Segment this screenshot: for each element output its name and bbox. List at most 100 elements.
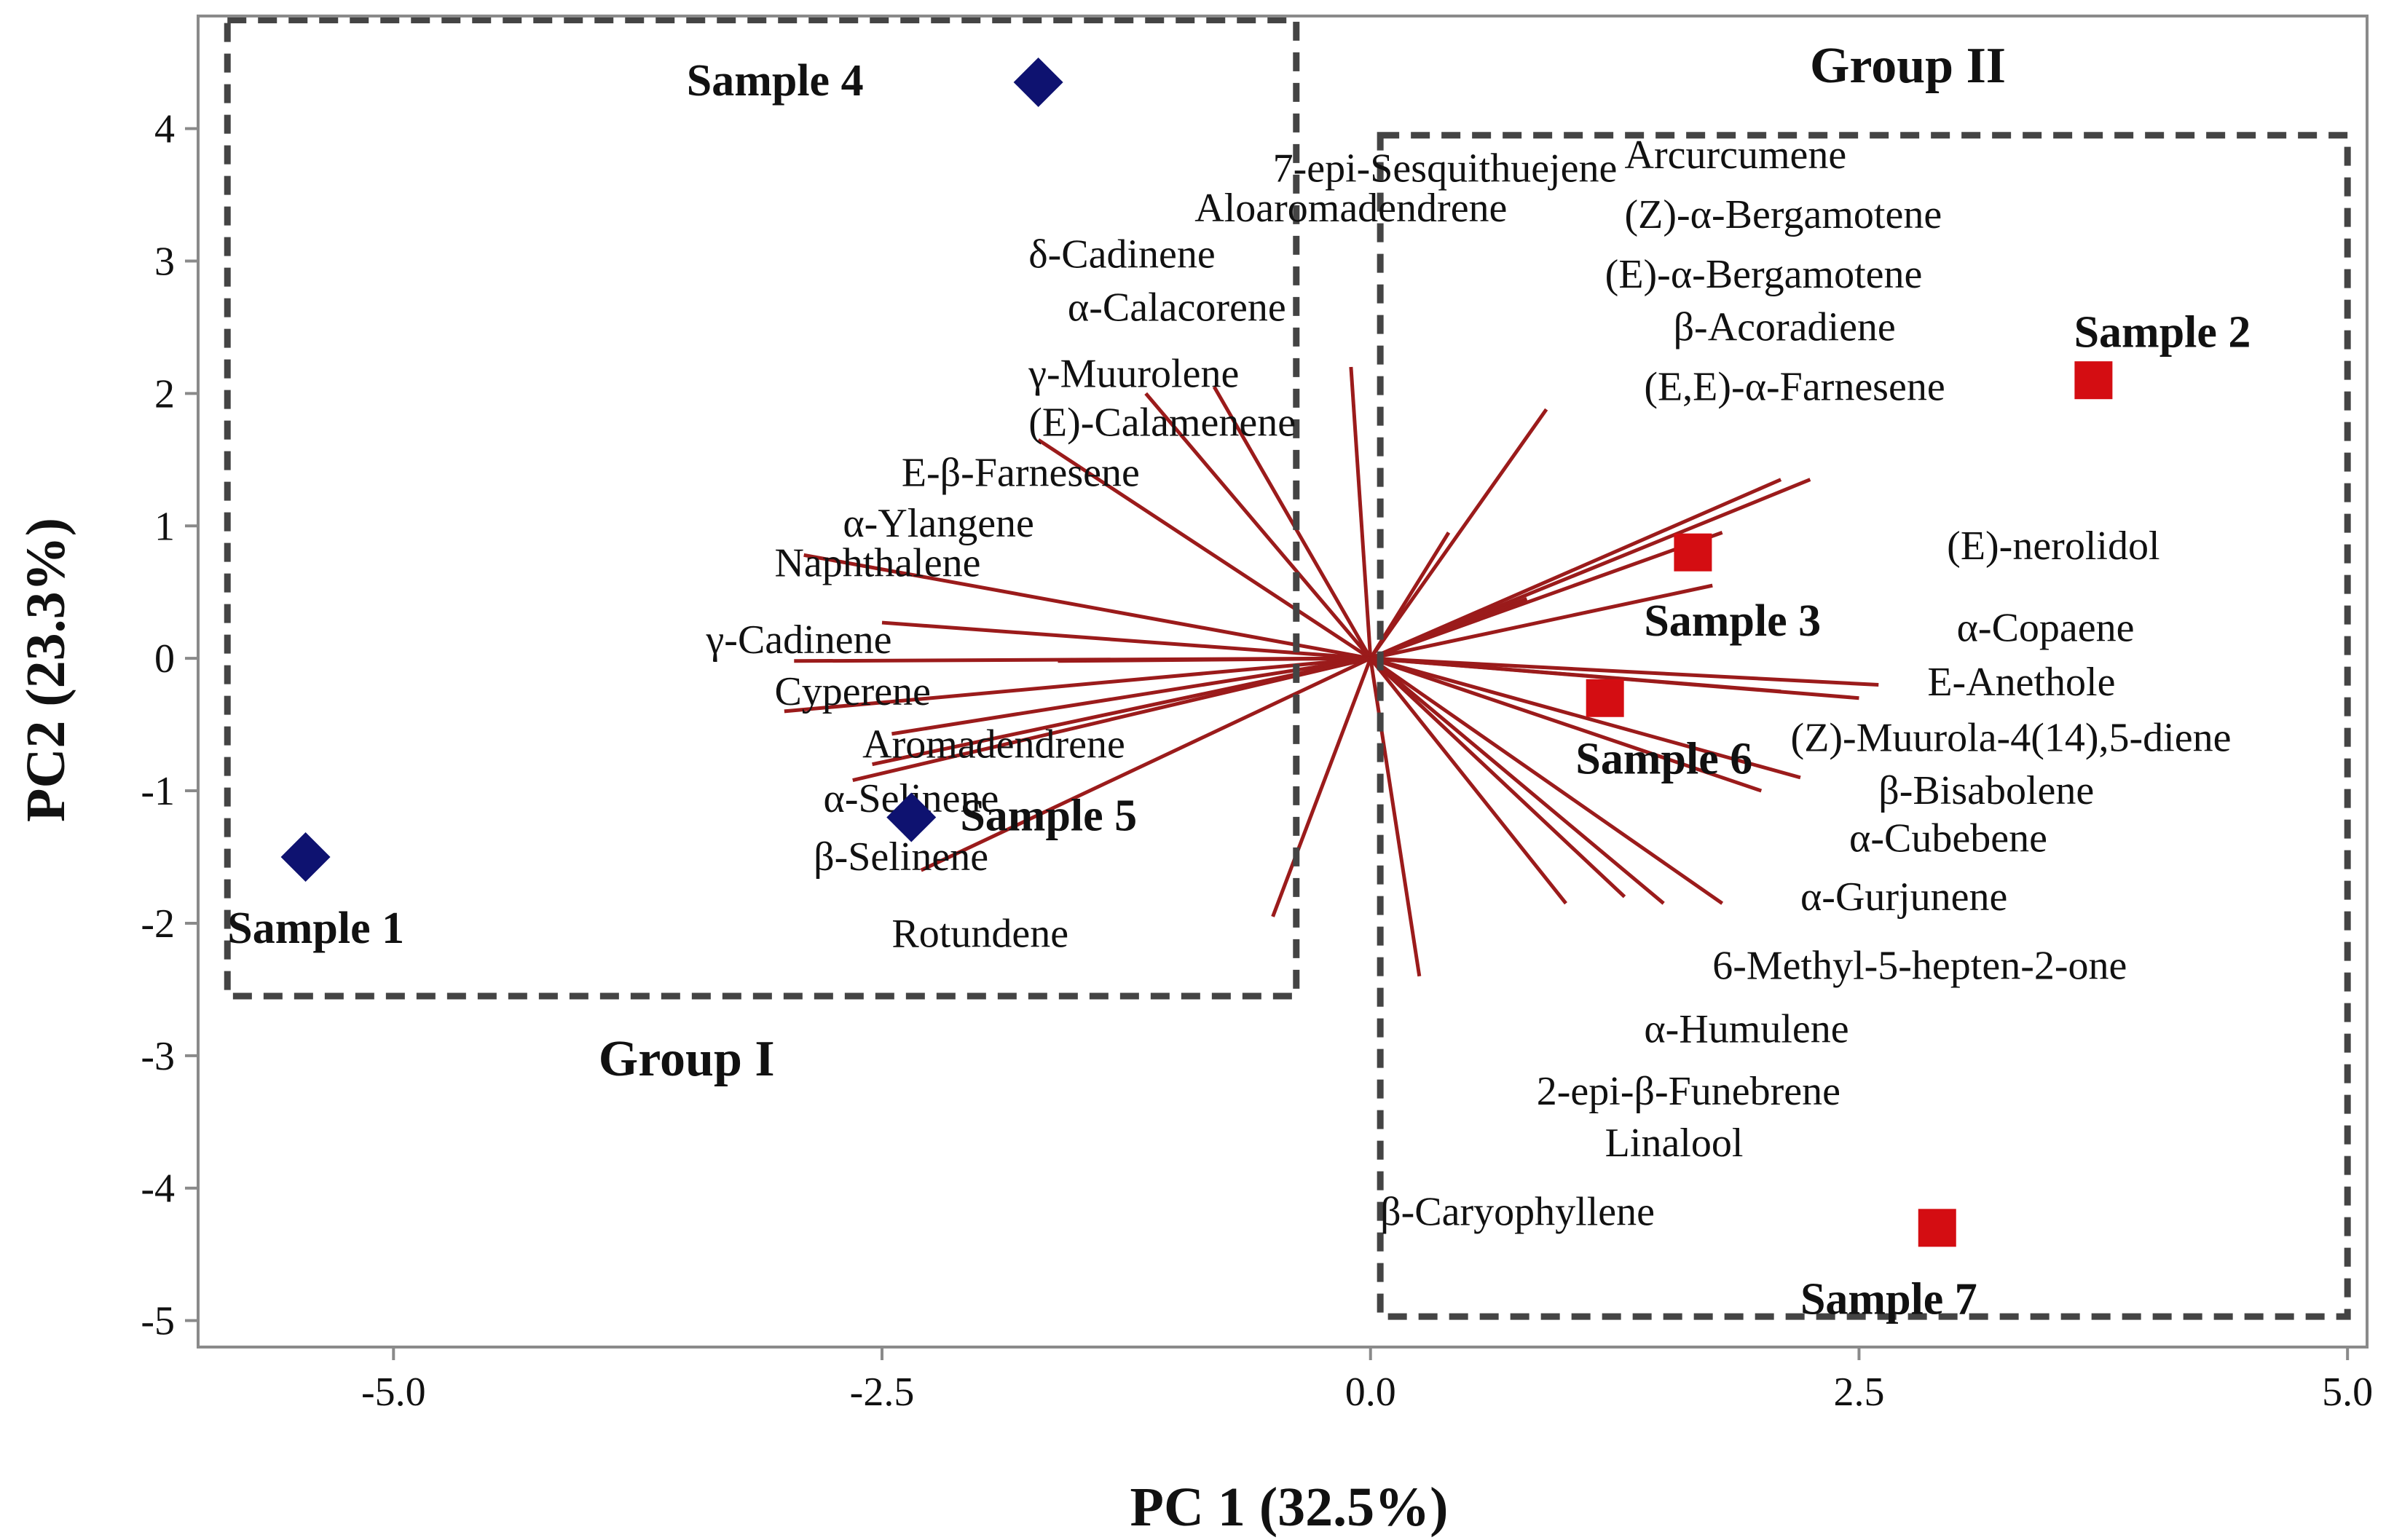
x-tick-label: -2.5 <box>850 1370 915 1415</box>
variable-label: (E)-α-Bergamotene <box>1605 252 1923 297</box>
variable-label: Linalool <box>1605 1121 1744 1166</box>
loading-vector <box>1369 656 1763 793</box>
x-tick-label: 0.0 <box>1345 1370 1396 1415</box>
loading-vector <box>1369 657 1665 905</box>
sample-point-square <box>1674 533 1712 572</box>
loading-vectors <box>784 366 1879 977</box>
y-tick-label: 0 <box>154 636 175 682</box>
y-tick-label: -4 <box>141 1166 175 1212</box>
loading-vector <box>1369 657 1567 905</box>
loading-vector <box>1369 657 1626 899</box>
x-tick-label: -5.0 <box>361 1370 426 1415</box>
x-tick-label: 5.0 <box>2322 1370 2373 1415</box>
group-label: Group II <box>1810 38 2006 94</box>
sample-point-diamond <box>886 792 937 842</box>
y-tick-label: -1 <box>141 769 175 814</box>
variable-label: Aromadendrene <box>862 722 1125 767</box>
loading-vector <box>1369 478 1782 660</box>
loading-vector <box>1370 656 1801 780</box>
sample-label: Sample 5 <box>960 791 1137 841</box>
sample-point-diamond <box>1013 57 1063 107</box>
y-tick-label: 1 <box>154 504 175 549</box>
loading-vector <box>891 656 1371 736</box>
loading-vector <box>803 553 1371 660</box>
plot-frame <box>197 15 2369 1349</box>
variable-label: β-Caryophyllene <box>1380 1190 1655 1235</box>
axes: -5.0 -2.5 0.0 2.5 5.0 4 3 2 1 0 -1 -2 -3 -4 -5 <box>141 15 2373 1415</box>
sample-label: Sample 4 <box>687 56 864 106</box>
variable-label: α-Calacorene <box>1068 285 1286 330</box>
group-box <box>224 16 1300 1000</box>
variable-label: δ-Cadinene <box>1028 232 1216 277</box>
y-axis-title: PC2 (23.3%) <box>15 518 76 822</box>
variable-label: (E,E)-α-Farnesene <box>1644 364 1945 409</box>
variable-label: γ-Muurolene <box>1028 351 1239 396</box>
loading-vector <box>920 656 1371 872</box>
variable-label: α-Copaene <box>1957 606 2135 651</box>
variable-label: β-Bisabolene <box>1878 768 2094 813</box>
variable-label: α-Humulene <box>1644 1007 1848 1052</box>
y-tick-label: -3 <box>141 1034 175 1079</box>
variable-label: Arcurcumene <box>1625 133 1847 178</box>
loading-vector <box>1369 478 1811 660</box>
x-axis-title: PC 1 (32.5%) <box>1130 1477 1449 1538</box>
sample-label: Sample 7 <box>1800 1275 1977 1324</box>
x-tick-label: 2.5 <box>1833 1370 1884 1415</box>
group-boxes: Group I Group II <box>224 16 2351 1320</box>
loading-vector <box>1271 658 1373 917</box>
sample-points: Sample 1 Sample 4 Sample 5 Sample 2 Sample 3… <box>227 56 2251 1324</box>
variable-label: 7-epi-Sesquithuejene <box>1273 146 1618 191</box>
variable-label: Cyperene <box>774 669 931 714</box>
variable-label: Naphthalene <box>774 540 980 585</box>
loading-vector <box>1370 656 1859 700</box>
loading-vector <box>872 656 1371 767</box>
loading-vector <box>1370 656 1879 687</box>
loading-vector <box>1369 658 1422 977</box>
y-tick-label: 4 <box>154 107 175 152</box>
loading-vector <box>852 656 1371 782</box>
loading-vector <box>1144 392 1372 660</box>
loading-vector <box>1349 366 1373 659</box>
sample-point-diamond <box>280 832 331 882</box>
variable-labels: 7-epi-SesquithuejeneAloaromadendreneδ-Ca… <box>706 133 2232 1234</box>
variable-label: α-Gurjunene <box>1800 874 2007 920</box>
group-box <box>1377 132 2351 1320</box>
y-tick-label: 2 <box>154 371 175 416</box>
sample-point-square <box>1918 1209 1956 1247</box>
sample-point-square <box>2074 361 2113 400</box>
variable-label: 6-Methyl-5-hepten-2-one <box>1712 943 2127 988</box>
loading-vector <box>1369 531 1723 660</box>
loading-vector <box>1370 583 1713 660</box>
loading-vector <box>1037 438 1372 660</box>
loading-vector <box>1369 408 1548 660</box>
variable-label: Aloaromadendrene <box>1194 186 1507 231</box>
sample-label: Sample 6 <box>1575 734 1752 783</box>
sample-label: Sample 2 <box>2074 308 2251 358</box>
variable-label: (E)-nerolidol <box>1947 524 2159 569</box>
variable-label: 2-epi-β-Funebrene <box>1537 1069 1840 1114</box>
variable-label: γ-Cadinene <box>706 617 892 663</box>
group-label: Group I <box>599 1031 775 1087</box>
variable-label: β-Selinene <box>814 834 988 880</box>
variable-label: (Z)-α-Bergamotene <box>1625 192 1942 237</box>
loading-vector <box>1212 386 1372 660</box>
variable-label: E-Anethole <box>1927 660 2115 705</box>
loading-vector <box>1058 656 1371 663</box>
y-tick-label: 3 <box>154 239 175 284</box>
variable-label: (E)-Calamenene <box>1028 400 1296 446</box>
variable-label: E-β-Farnesene <box>902 451 1140 496</box>
loading-vector <box>1369 657 1724 905</box>
loading-vector <box>881 620 1371 660</box>
sample-label: Sample 3 <box>1644 596 1821 646</box>
variable-label: Rotundene <box>891 912 1068 957</box>
variable-label: β-Acoradiene <box>1674 305 1896 350</box>
sample-label: Sample 1 <box>227 904 404 953</box>
variable-label: α-Cubebene <box>1849 816 2047 861</box>
loading-vector <box>784 656 1371 714</box>
y-tick-label: -5 <box>141 1299 175 1344</box>
y-tick-label: -2 <box>141 901 175 947</box>
variable-label: α-Ylangene <box>843 501 1034 546</box>
sample-point-square <box>1586 679 1624 717</box>
